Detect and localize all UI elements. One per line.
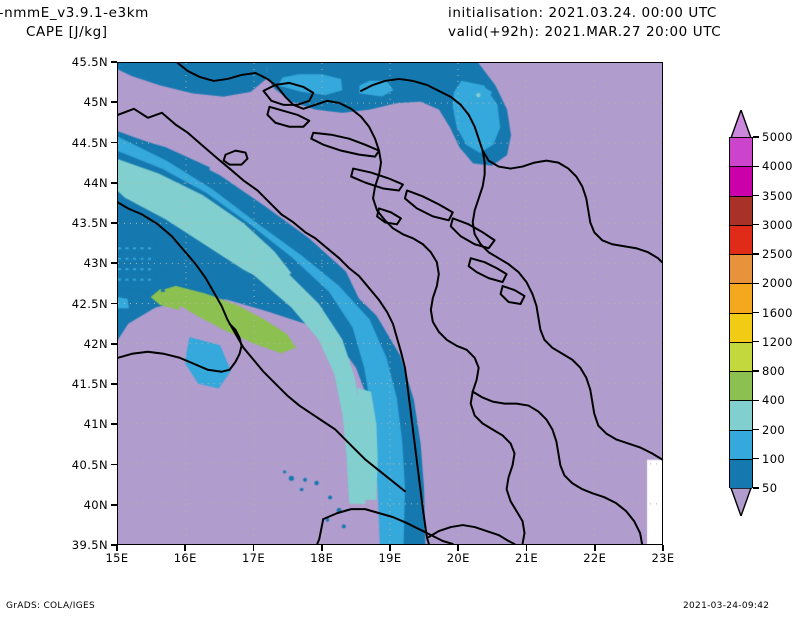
colorbar-tick-label: 4000	[762, 159, 793, 173]
latitude-tick-label: 45.5N	[72, 55, 108, 69]
longitude-tick-mark	[389, 545, 391, 551]
colorbar-tick-mark	[753, 253, 759, 254]
latitude-tick-mark	[111, 464, 117, 466]
colorbar-band	[730, 226, 752, 255]
longitude-tick-label: 20E	[447, 551, 470, 565]
longitude-tick-label: 23E	[651, 551, 674, 565]
header-right-block: initialisation: 2021.03.24. 00:00 UTC va…	[448, 4, 800, 42]
colorbar-tick-label: 3000	[762, 218, 793, 232]
render-timestamp: 2021-03-24-09:42	[683, 601, 769, 611]
latitude-tick-mark	[111, 343, 117, 345]
colorbar-tick-label: 2000	[762, 276, 793, 290]
latitude-tick-mark	[111, 61, 117, 63]
colorbar-under-arrow	[729, 488, 753, 516]
latitude-tick-label: 41N	[84, 417, 108, 431]
colorbar-tick-label: 100	[762, 452, 785, 466]
colorbar-band	[730, 197, 752, 226]
latitude-tick-mark	[111, 222, 117, 224]
latitude-tick-label: 42N	[84, 337, 108, 351]
latitude-tick-mark	[111, 504, 117, 506]
colorbar-band	[730, 138, 752, 167]
colorbar-tick-label: 1600	[762, 306, 793, 320]
colorbar-band	[730, 255, 752, 284]
latitude-tick-label: 41.5N	[72, 377, 108, 391]
latitude-tick-label: 40N	[84, 498, 108, 512]
valid-time: valid(+92h): 2021.MAR.27 20:00 UTC	[448, 23, 800, 42]
longitude-tick-label: 19E	[378, 551, 401, 565]
latitude-tick-mark	[111, 383, 117, 385]
colorbar-tick-label: 200	[762, 423, 785, 437]
longitude-tick-label: 15E	[105, 551, 128, 565]
colorbar-band	[730, 401, 752, 430]
latitude-axis: 45.5N 45N 44.5N 44N 43.5N 43N 42.5N 42N 41.5N 41N…	[30, 62, 108, 545]
latitude-tick-label: 43.5N	[72, 216, 108, 230]
colorbar-over-arrow	[729, 110, 753, 138]
colorbar-tick-mark	[753, 312, 759, 313]
colorbar-tick-label: 1200	[762, 335, 793, 349]
longitude-tick-mark	[321, 545, 323, 551]
grads-credit: GrADS: COLA/IGES	[6, 601, 95, 611]
initialisation-time: initialisation: 2021.03.24. 00:00 UTC	[448, 4, 800, 23]
colorbar-band	[730, 343, 752, 372]
longitude-tick-mark	[457, 545, 459, 551]
colorbar-tick-label: 5000	[762, 130, 793, 144]
map-plot-area	[117, 62, 663, 545]
longitude-tick-mark	[253, 545, 255, 551]
colorbar-tick-mark	[753, 458, 759, 459]
latitude-tick-label: 44.5N	[72, 136, 108, 150]
cape-colorbar: 5000 4000 3500 3000 2500 2000 1600 1200 800 400 20…	[729, 110, 753, 550]
field-title: CAPE [J/kg]	[0, 23, 394, 42]
latitude-tick-label: 39.5N	[72, 538, 108, 552]
longitude-tick-label: 22E	[583, 551, 606, 565]
colorbar-tick-mark	[753, 136, 759, 137]
longitude-tick-label: 16E	[174, 551, 197, 565]
colorbar-over-triangle	[731, 110, 751, 138]
longitude-tick-mark	[594, 545, 596, 551]
colorbar-band-stack	[729, 137, 753, 488]
longitude-tick-label: 18E	[310, 551, 333, 565]
latitude-tick-label: 40.5N	[72, 458, 108, 472]
longitude-tick-mark	[116, 545, 118, 551]
latitude-tick-label: 44N	[84, 176, 108, 190]
colorbar-band	[730, 431, 752, 460]
longitude-tick-label: 17E	[242, 551, 265, 565]
colorbar-band	[730, 372, 752, 401]
latitude-tick-mark	[111, 101, 117, 103]
longitude-tick-label: 21E	[515, 551, 538, 565]
colorbar-tick-label: 400	[762, 393, 785, 407]
longitude-axis: 15E 16E 17E 18E 19E 20E 21E 22E 23E	[0, 551, 800, 569]
colorbar-tick-mark	[753, 487, 759, 488]
colorbar-tick-label: 2500	[762, 247, 793, 261]
latitude-tick-mark	[111, 262, 117, 264]
latitude-tick-label: 43N	[84, 256, 108, 270]
colorbar-band	[730, 284, 752, 313]
colorbar-under-triangle	[731, 488, 751, 516]
model-title: f-nmmE_v3.9.1-e3km	[0, 4, 394, 23]
colorbar-tick-mark	[753, 400, 759, 401]
latitude-tick-mark	[111, 142, 117, 144]
colorbar-tick-mark	[753, 429, 759, 430]
longitude-tick-mark	[662, 545, 664, 551]
colorbar-band	[730, 460, 752, 489]
header-left-block: f-nmmE_v3.9.1-e3km CAPE [J/kg]	[0, 4, 394, 42]
longitude-tick-mark	[526, 545, 528, 551]
colorbar-band	[730, 167, 752, 196]
colorbar-tick-label: 50	[762, 481, 777, 495]
colorbar-tick-mark	[753, 195, 759, 196]
colorbar-tick-label: 3500	[762, 189, 793, 203]
colorbar-tick-label: 800	[762, 364, 785, 378]
colorbar-tick-mark	[753, 370, 759, 371]
latitude-tick-label: 42.5N	[72, 297, 108, 311]
latitude-tick-mark	[111, 423, 117, 425]
colorbar-tick-mark	[753, 341, 759, 342]
longitude-tick-mark	[184, 545, 186, 551]
cape-field-raster	[118, 63, 662, 544]
latitude-tick-label: 45N	[84, 95, 108, 109]
colorbar-band	[730, 314, 752, 343]
latitude-tick-mark	[111, 303, 117, 305]
colorbar-tick-mark	[753, 166, 759, 167]
colorbar-tick-mark	[753, 224, 759, 225]
colorbar-tick-mark	[753, 283, 759, 284]
latitude-tick-mark	[111, 182, 117, 184]
